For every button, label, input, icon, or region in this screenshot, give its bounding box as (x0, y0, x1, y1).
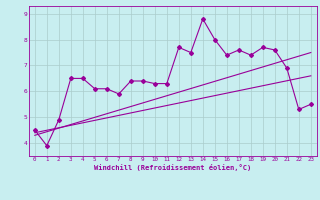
X-axis label: Windchill (Refroidissement éolien,°C): Windchill (Refroidissement éolien,°C) (94, 164, 252, 171)
